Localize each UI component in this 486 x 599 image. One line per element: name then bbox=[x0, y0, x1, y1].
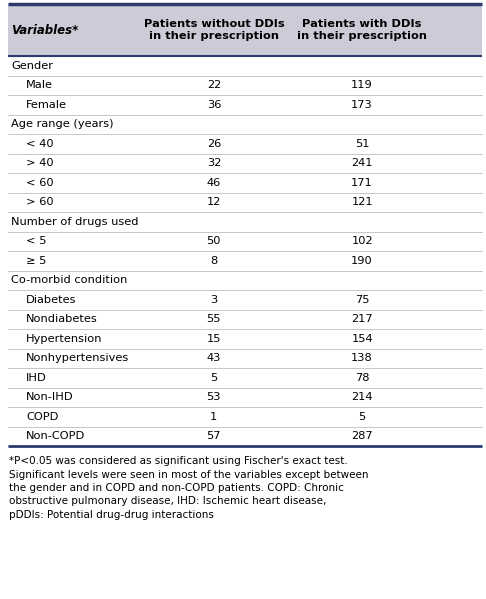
Text: Gender: Gender bbox=[11, 60, 53, 71]
Text: 78: 78 bbox=[355, 373, 369, 383]
Text: 287: 287 bbox=[351, 431, 373, 441]
Text: > 60: > 60 bbox=[26, 197, 53, 207]
Text: Non-IHD: Non-IHD bbox=[26, 392, 73, 403]
Text: Nondiabetes: Nondiabetes bbox=[26, 314, 98, 324]
Text: pDDIs: Potential drug-drug interactions: pDDIs: Potential drug-drug interactions bbox=[9, 510, 214, 520]
Text: the gender and in COPD and non-COPD patients. COPD: Chronic: the gender and in COPD and non-COPD pati… bbox=[9, 483, 344, 493]
Text: Male: Male bbox=[26, 80, 53, 90]
Text: < 5: < 5 bbox=[26, 236, 47, 246]
Text: Non-COPD: Non-COPD bbox=[26, 431, 85, 441]
Text: 26: 26 bbox=[207, 139, 221, 149]
Text: 32: 32 bbox=[207, 158, 221, 168]
Text: Significant levels were seen in most of the variables except between: Significant levels were seen in most of … bbox=[9, 470, 368, 480]
Text: 15: 15 bbox=[207, 334, 221, 344]
Text: obstructive pulmonary disease, IHD: Ischemic heart disease,: obstructive pulmonary disease, IHD: Isch… bbox=[9, 497, 327, 507]
Text: 51: 51 bbox=[355, 139, 369, 149]
Text: 43: 43 bbox=[207, 353, 221, 363]
Text: Hypertension: Hypertension bbox=[26, 334, 103, 344]
Text: Variables*: Variables* bbox=[11, 23, 78, 37]
Bar bbox=[8, 4, 482, 56]
Text: 3: 3 bbox=[210, 295, 217, 305]
Text: 241: 241 bbox=[351, 158, 373, 168]
Text: 154: 154 bbox=[351, 334, 373, 344]
Text: 8: 8 bbox=[210, 256, 217, 266]
Text: < 40: < 40 bbox=[26, 139, 53, 149]
Text: 190: 190 bbox=[351, 256, 373, 266]
Text: > 40: > 40 bbox=[26, 158, 53, 168]
Text: 1: 1 bbox=[210, 412, 217, 422]
Text: 46: 46 bbox=[207, 178, 221, 187]
Text: Co-morbid condition: Co-morbid condition bbox=[11, 276, 127, 285]
Text: < 60: < 60 bbox=[26, 178, 53, 187]
Text: 57: 57 bbox=[207, 431, 221, 441]
Text: Age range (years): Age range (years) bbox=[11, 119, 114, 129]
Text: 53: 53 bbox=[207, 392, 221, 403]
Text: Number of drugs used: Number of drugs used bbox=[11, 217, 139, 227]
Text: Nonhypertensives: Nonhypertensives bbox=[26, 353, 129, 363]
Text: 12: 12 bbox=[207, 197, 221, 207]
Text: Female: Female bbox=[26, 100, 67, 110]
Text: 5: 5 bbox=[359, 412, 365, 422]
Text: COPD: COPD bbox=[26, 412, 58, 422]
Text: 138: 138 bbox=[351, 353, 373, 363]
Text: 214: 214 bbox=[351, 392, 373, 403]
Text: 217: 217 bbox=[351, 314, 373, 324]
Text: 173: 173 bbox=[351, 100, 373, 110]
Text: 50: 50 bbox=[207, 236, 221, 246]
Text: ≥ 5: ≥ 5 bbox=[26, 256, 46, 266]
Text: Diabetes: Diabetes bbox=[26, 295, 76, 305]
Text: 55: 55 bbox=[207, 314, 221, 324]
Text: 102: 102 bbox=[351, 236, 373, 246]
Text: IHD: IHD bbox=[26, 373, 47, 383]
Text: Patients with DDIs
in their prescription: Patients with DDIs in their prescription bbox=[297, 19, 427, 41]
Text: *P<0.05 was considered as significant using Fischer's exact test.: *P<0.05 was considered as significant us… bbox=[9, 456, 348, 466]
Text: 171: 171 bbox=[351, 178, 373, 187]
Text: Patients without DDIs
in their prescription: Patients without DDIs in their prescript… bbox=[143, 19, 284, 41]
Text: 22: 22 bbox=[207, 80, 221, 90]
Text: 5: 5 bbox=[210, 373, 217, 383]
Text: 75: 75 bbox=[355, 295, 369, 305]
Text: 121: 121 bbox=[351, 197, 373, 207]
Text: 119: 119 bbox=[351, 80, 373, 90]
Text: 36: 36 bbox=[207, 100, 221, 110]
